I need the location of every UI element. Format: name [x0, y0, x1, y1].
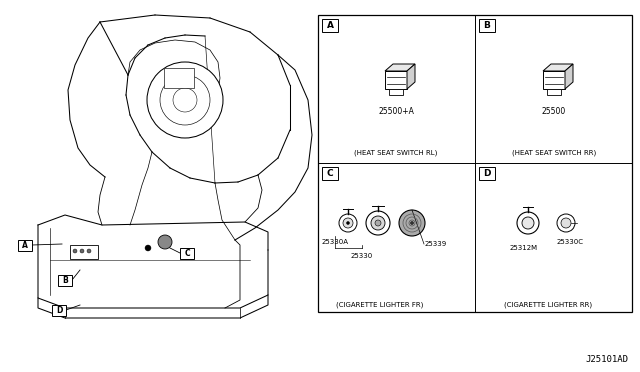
Circle shape: [371, 216, 385, 230]
Text: 25500+A: 25500+A: [378, 108, 414, 116]
Bar: [70, 245, 98, 259]
Text: 25330: 25330: [351, 253, 373, 259]
Bar: [479, 167, 495, 180]
Circle shape: [366, 211, 390, 235]
Bar: [547, 89, 561, 95]
Circle shape: [517, 212, 539, 234]
Bar: [58, 275, 72, 286]
Circle shape: [147, 62, 223, 138]
Bar: [180, 248, 194, 259]
Circle shape: [561, 218, 571, 228]
Text: C: C: [184, 249, 190, 258]
Text: C: C: [326, 169, 333, 178]
Circle shape: [399, 210, 425, 236]
Bar: [318, 15, 632, 312]
Text: 25500: 25500: [542, 108, 566, 116]
Polygon shape: [543, 64, 573, 71]
Circle shape: [557, 214, 575, 232]
Circle shape: [87, 249, 91, 253]
Bar: [479, 19, 495, 32]
Bar: [52, 305, 66, 316]
Bar: [389, 89, 403, 95]
Bar: [18, 240, 32, 251]
Text: D: D: [483, 169, 491, 178]
Circle shape: [410, 221, 413, 224]
Text: (CIGARETTE LIGHTER RR): (CIGARETTE LIGHTER RR): [504, 302, 592, 308]
Polygon shape: [565, 64, 573, 89]
Bar: [322, 19, 338, 32]
Polygon shape: [385, 64, 415, 71]
Bar: [164, 68, 194, 88]
Text: 25312M: 25312M: [510, 245, 538, 251]
Circle shape: [145, 245, 151, 251]
Text: 25330A: 25330A: [321, 239, 349, 245]
Polygon shape: [407, 64, 415, 89]
Circle shape: [80, 249, 84, 253]
Bar: [543, 71, 565, 89]
Circle shape: [343, 218, 353, 228]
Text: 25339: 25339: [425, 241, 447, 247]
Text: (CIGARETTE LIGHTER FR): (CIGARETTE LIGHTER FR): [336, 302, 424, 308]
Text: 25330C: 25330C: [557, 239, 584, 245]
Circle shape: [73, 249, 77, 253]
Circle shape: [158, 235, 172, 249]
Text: B: B: [62, 276, 68, 285]
Circle shape: [339, 214, 357, 232]
Circle shape: [346, 221, 349, 224]
Text: J25101AD: J25101AD: [585, 356, 628, 365]
Text: (HEAT SEAT SWITCH RL): (HEAT SEAT SWITCH RL): [355, 150, 438, 156]
Bar: [385, 71, 407, 89]
Text: A: A: [326, 21, 333, 30]
Text: (HEAT SEAT SWITCH RR): (HEAT SEAT SWITCH RR): [512, 150, 596, 156]
Circle shape: [375, 220, 381, 226]
Circle shape: [522, 217, 534, 229]
Text: B: B: [484, 21, 490, 30]
Text: D: D: [56, 306, 62, 315]
Text: A: A: [22, 241, 28, 250]
Bar: [322, 167, 338, 180]
